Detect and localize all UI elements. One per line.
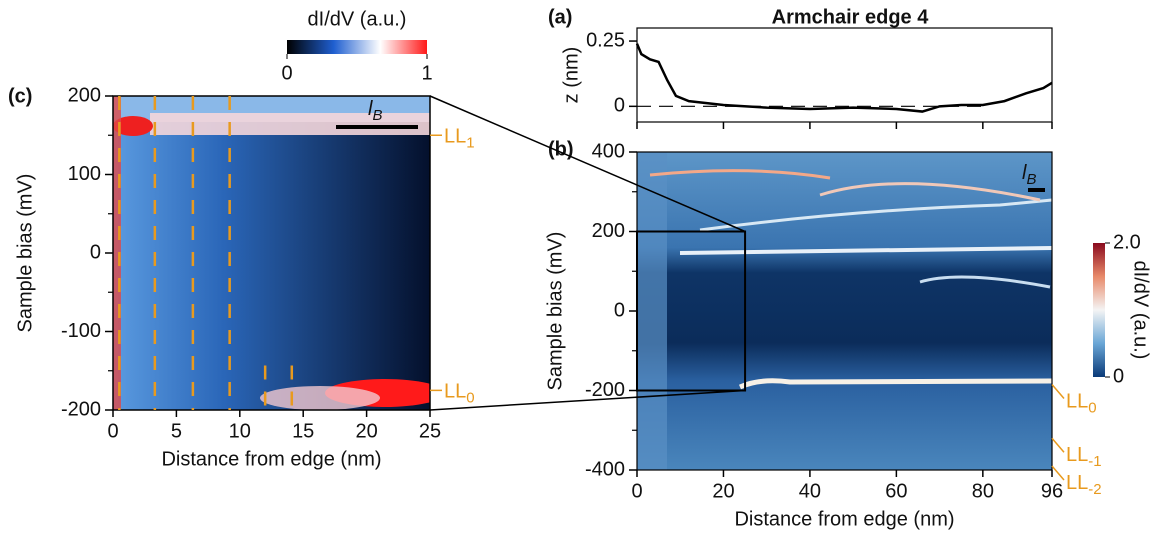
level-marker	[1051, 437, 1065, 453]
y-tick-label: 0.25	[586, 29, 625, 51]
label-base: l	[1022, 162, 1027, 184]
heatmap-line	[679, 246, 1052, 255]
colorbar	[287, 40, 427, 54]
panel-label: (c)	[8, 85, 32, 107]
label-sub: B	[1026, 171, 1036, 188]
label-base: LL	[1066, 391, 1088, 413]
heatmap-strip	[113, 96, 121, 410]
colorbar-label: dI/dV (a.u.)	[308, 8, 407, 30]
heatmap-blob	[260, 386, 380, 410]
zoom-connector	[429, 389, 746, 411]
heatmap-line	[699, 198, 1052, 232]
y-tick-label: 200	[592, 220, 625, 242]
label-sub: 0	[1088, 400, 1096, 417]
colorbar	[1093, 243, 1105, 377]
x-tick-label: 60	[885, 480, 907, 502]
level-label: lB	[1022, 162, 1036, 188]
level-label: LL0	[444, 381, 475, 407]
colorbar-label: dI/dV (a.u.)	[1130, 261, 1152, 360]
y-axis-label: Sample bias (mV)	[544, 232, 566, 391]
heatmap-line	[649, 169, 831, 180]
x-tick-label: 96	[1041, 480, 1063, 502]
colorbar-tick-label: 2.0	[1113, 231, 1141, 253]
label-base: LL	[444, 381, 466, 403]
y-tick-label: 0	[614, 299, 625, 321]
label-sub: -2	[1088, 481, 1101, 498]
x-tick-label: 0	[107, 420, 118, 442]
x-tick-label: 0	[631, 480, 642, 502]
y-tick-label: -400	[585, 458, 625, 480]
y-tick-label: -200	[61, 398, 101, 420]
heatmap-strip	[637, 152, 667, 470]
level-label: LL-1	[1066, 444, 1102, 470]
label-sub: B	[372, 107, 382, 124]
y-tick-label: -200	[585, 379, 625, 401]
y-tick-label: 0	[614, 95, 625, 117]
heatmap-bg	[637, 152, 1052, 470]
x-tick-label: 80	[972, 480, 994, 502]
label-sub: 1	[466, 134, 474, 151]
heatmap-line	[919, 275, 1051, 289]
x-tick-label: 15	[292, 420, 314, 442]
y-tick-label: 400	[592, 140, 625, 162]
y-tick-label: 100	[68, 163, 101, 185]
label-sub: 0	[466, 389, 474, 406]
level-label: LL-2	[1066, 472, 1102, 498]
label-base: LL	[1066, 444, 1088, 466]
x-tick-label: 10	[229, 420, 251, 442]
panel-label: (b)	[548, 138, 574, 160]
line-series	[635, 43, 1053, 113]
zoom-box	[636, 230, 747, 392]
heatmap-image	[113, 96, 430, 410]
frame	[636, 27, 1053, 123]
heatmap-band	[150, 113, 430, 135]
x-tick-label: 25	[419, 420, 441, 442]
heatmap-line	[819, 182, 1041, 202]
label-base: LL	[1066, 472, 1088, 494]
label-base: LL	[444, 126, 466, 148]
colorbar-tick-label: 0	[1113, 365, 1124, 387]
colorbar-tick-label: 1	[421, 62, 432, 84]
heatmap-image	[637, 152, 1052, 470]
x-tick-label: 5	[171, 420, 182, 442]
x-tick-label: 20	[712, 480, 734, 502]
level-label: LL1	[444, 126, 475, 152]
colorbar-tick-label: 0	[281, 62, 292, 84]
x-axis-label: Distance from edge (nm)	[161, 448, 381, 470]
x-tick-label: 40	[799, 480, 821, 502]
y-tick-label: -100	[61, 320, 101, 342]
chart-title: Armchair edge 4	[772, 6, 930, 28]
level-marker	[1051, 465, 1065, 481]
y-tick-label: 200	[68, 84, 101, 106]
panel-label: (a)	[548, 6, 572, 28]
y-tick-label: 0	[90, 241, 101, 263]
y-axis-label: z (nm)	[560, 47, 582, 104]
frame	[112, 95, 431, 411]
x-axis-label: Distance from edge (nm)	[734, 508, 954, 530]
label-sub: -1	[1088, 453, 1101, 470]
level-label: LL0	[1066, 391, 1097, 417]
heatmap-bg	[113, 96, 430, 410]
level-marker	[1051, 384, 1065, 400]
heatmap-blob	[113, 116, 153, 136]
y-axis-label: Sample bias (mV)	[14, 174, 36, 333]
zoom-connector	[429, 95, 746, 233]
label-base: l	[368, 98, 373, 120]
level-label: lB	[368, 98, 382, 124]
x-tick-label: 20	[355, 420, 377, 442]
